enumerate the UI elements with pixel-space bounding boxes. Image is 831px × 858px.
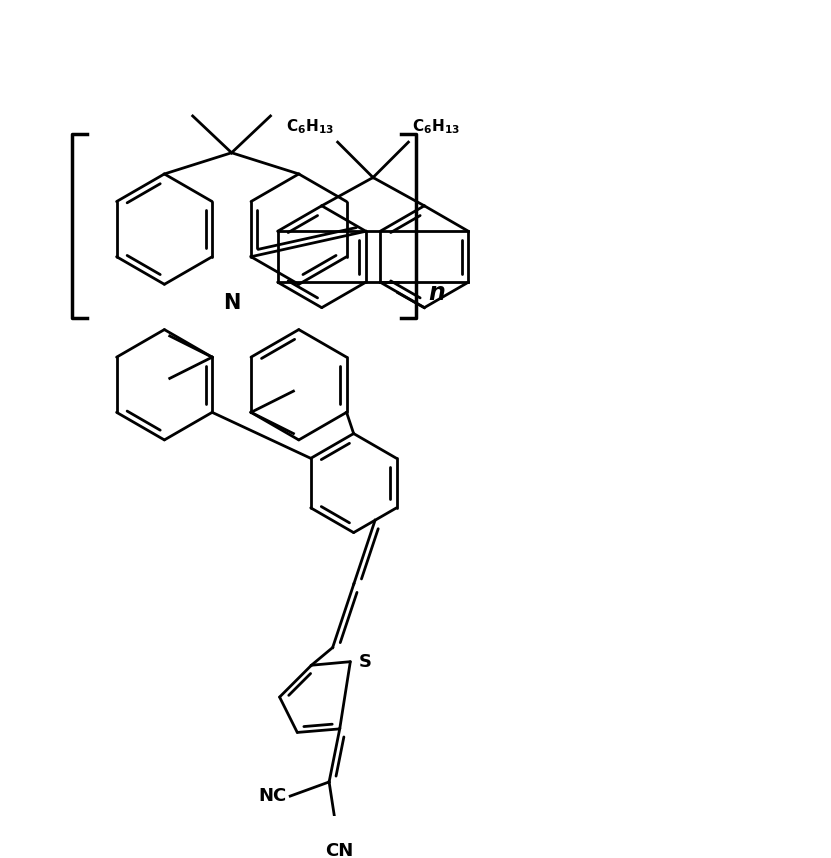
Text: CN: CN (326, 842, 354, 858)
Text: S: S (359, 653, 371, 671)
Text: $\mathbf{C_6H_{13}}$: $\mathbf{C_6H_{13}}$ (412, 118, 460, 136)
Text: n: n (428, 281, 445, 305)
Text: NC: NC (258, 787, 287, 805)
Text: N: N (223, 293, 240, 313)
Text: $\mathbf{C_6H_{13}}$: $\mathbf{C_6H_{13}}$ (286, 118, 334, 136)
